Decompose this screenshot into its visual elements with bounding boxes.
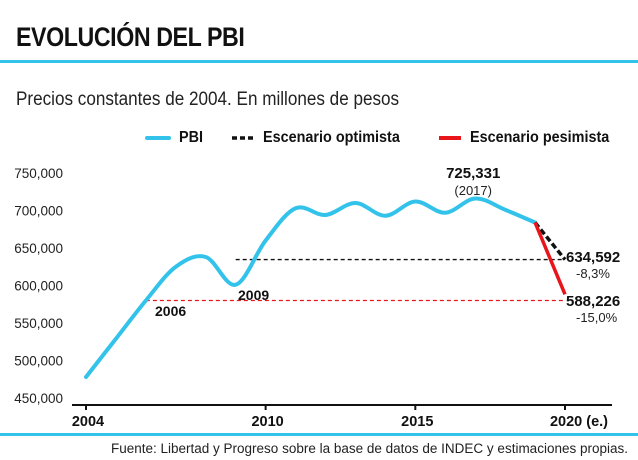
legend-label-pesimista: Escenario pesimista	[470, 129, 610, 146]
legend-swatch-pesimista	[439, 136, 461, 140]
y-tick-label: 750,000	[14, 166, 63, 181]
legend-item-pbi: PBI	[145, 129, 206, 147]
annotation-optimista-pct: -8,3%	[576, 266, 610, 281]
annotation-peak-value: 725,331	[446, 165, 500, 182]
annotation-optimista-value: 634,592	[566, 249, 620, 266]
legend-item-optimista: Escenario optimista	[231, 129, 415, 147]
series-line-pbi	[84, 196, 538, 379]
bottom-rule	[0, 433, 638, 436]
y-tick-label: 500,000	[14, 354, 63, 369]
top-rule	[0, 60, 638, 63]
series-line-pesimista	[533, 221, 567, 296]
y-tick-label: 650,000	[14, 241, 63, 256]
y-tick-label: 700,000	[14, 204, 63, 219]
x-tick-label: 2004	[72, 414, 104, 430]
pbi-line-chart: 450,000 500,000 550,000 600,000 650,000 700,0…	[14, 165, 620, 430]
x-tick-label: 2020 (e.)	[550, 414, 608, 430]
legend-swatch-optimista	[232, 136, 254, 140]
x-tick-label: 2015	[401, 414, 433, 430]
legend-swatch-pbi	[145, 136, 171, 140]
legend-item-pesimista: Escenario pesimista	[438, 129, 625, 147]
y-tick-label: 600,000	[14, 279, 63, 294]
chart-title: EVOLUCIÓN DEL PBI	[16, 22, 245, 52]
legend-label-optimista: Escenario optimista	[263, 129, 400, 146]
annotation-peak-year: (2017)	[454, 183, 492, 198]
y-tick-label: 450,000	[14, 391, 63, 406]
annotation-pesimista-pct: -15,0%	[576, 310, 618, 325]
y-tick-label: 550,000	[14, 316, 63, 331]
series-line-optimista	[533, 221, 567, 261]
legend-label-pbi: PBI	[179, 129, 204, 146]
chart-subtitle: Precios constantes de 2004. En millones …	[16, 89, 400, 110]
x-tick-label: 2010	[251, 414, 283, 430]
annotation-2009: 2009	[238, 287, 269, 303]
annotation-pesimista-value: 588,226	[566, 293, 620, 310]
source-note: Fuente: Libertad y Progreso sobre la bas…	[110, 441, 628, 456]
annotation-2006: 2006	[155, 303, 186, 319]
